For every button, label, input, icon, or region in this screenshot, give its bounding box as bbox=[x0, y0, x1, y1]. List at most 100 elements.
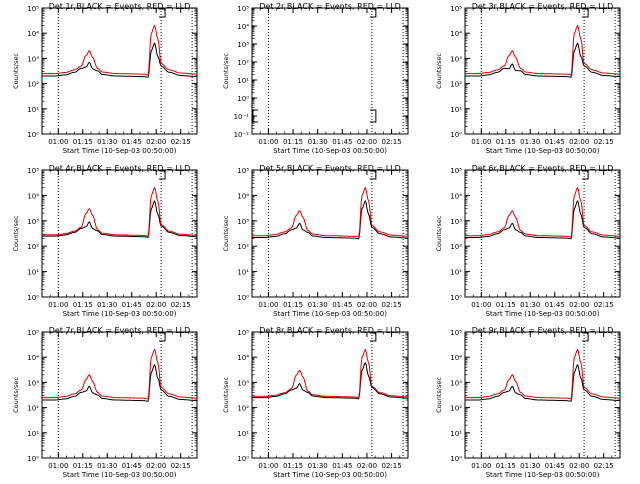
y-tick-label: 10⁻¹ bbox=[234, 113, 250, 121]
plot-frame bbox=[464, 331, 621, 459]
y-tick-label: 10² bbox=[450, 405, 462, 413]
x-tick-label: 02:15 bbox=[381, 301, 401, 309]
y-tick-label: 10⁰ bbox=[27, 455, 39, 463]
x-tick-label: 01:45 bbox=[122, 462, 142, 470]
x-axis-label: Start Time (10-Sep-03 00:50:00) bbox=[63, 471, 177, 479]
plot-frame bbox=[464, 7, 621, 135]
y-tick-label: 10⁵ bbox=[450, 167, 462, 175]
y-tick-label: 10⁵ bbox=[27, 167, 39, 175]
bracket-marker bbox=[582, 332, 589, 342]
y-tick-label: 10⁴ bbox=[450, 192, 462, 200]
y-axis-label: Counts/sec bbox=[435, 53, 443, 89]
y-tick-label: 10⁰ bbox=[27, 131, 39, 139]
y-tick-label: 10⁵ bbox=[237, 167, 249, 175]
y-tick-label: 10⁴ bbox=[237, 354, 249, 362]
y-tick-label: 10⁰ bbox=[237, 294, 249, 302]
x-tick-label: 01:00 bbox=[258, 138, 278, 146]
x-tick-label: 02:15 bbox=[594, 138, 614, 146]
x-tick-label: 01:45 bbox=[332, 138, 352, 146]
x-tick-label: 01:15 bbox=[496, 301, 516, 309]
y-tick-label: 10³ bbox=[237, 41, 249, 49]
y-tick-label: 10³ bbox=[450, 55, 462, 63]
y-tick-label: 10² bbox=[27, 405, 39, 413]
x-tick-label: 02:15 bbox=[171, 301, 191, 309]
x-tick-label: 01:15 bbox=[73, 301, 93, 309]
y-tick-label: 10⁵ bbox=[450, 329, 462, 337]
y-tick-label: 10⁴ bbox=[237, 23, 249, 31]
bracket-marker bbox=[369, 332, 377, 342]
lld-series-line bbox=[42, 24, 197, 76]
y-tick-label: 10² bbox=[27, 243, 39, 251]
plot-frame bbox=[41, 169, 198, 298]
y-tick-label: 10⁰ bbox=[450, 131, 462, 139]
bracket-marker bbox=[252, 109, 258, 123]
events-series-line bbox=[42, 199, 197, 238]
y-tick-label: 10³ bbox=[450, 379, 462, 387]
y-axis-label: Counts/sec bbox=[12, 53, 20, 89]
y-tick-label: 10³ bbox=[237, 379, 249, 387]
y-tick-label: 10³ bbox=[450, 218, 462, 226]
y-tick-label: 10¹ bbox=[450, 269, 462, 277]
x-tick-label: 01:15 bbox=[496, 462, 516, 470]
lld-series-line bbox=[252, 186, 408, 238]
x-tick-label: 02:00 bbox=[569, 138, 589, 146]
x-tick-label: 02:00 bbox=[146, 138, 166, 146]
y-tick-label: 10⁵ bbox=[450, 5, 462, 13]
y-axis-label: Counts/sec bbox=[222, 53, 230, 89]
y-tick-label: 10⁰ bbox=[450, 294, 462, 302]
bracket-marker bbox=[582, 8, 589, 18]
y-axis-label: Counts/sec bbox=[435, 377, 443, 413]
events-series-line bbox=[465, 42, 620, 78]
x-tick-label: 01:15 bbox=[283, 462, 303, 470]
x-axis-label: Start Time (10-Sep-03 00:50:00) bbox=[273, 471, 387, 479]
plot-frame bbox=[251, 331, 409, 459]
events-series-line bbox=[465, 363, 620, 402]
x-tick-label: 01:45 bbox=[122, 138, 142, 146]
y-tick-label: 10¹ bbox=[450, 106, 462, 114]
x-axis-label: Start Time (10-Sep-03 00:50:00) bbox=[486, 147, 600, 155]
panel-5: Det 5r BLACK = Events, RED = LLD Counts/s… bbox=[222, 164, 409, 318]
plot-frame bbox=[251, 169, 409, 298]
x-tick-label: 01:30 bbox=[308, 462, 328, 470]
bracket-marker bbox=[582, 170, 589, 180]
y-tick-label: 10⁵ bbox=[27, 5, 39, 13]
bracket-marker bbox=[369, 8, 377, 18]
y-axis-label: Counts/sec bbox=[435, 215, 443, 251]
panel-7: Det 7r BLACK = Events, RED = LLD Counts/s… bbox=[12, 326, 198, 479]
events-series-line bbox=[42, 363, 197, 402]
events-series-line bbox=[42, 42, 197, 78]
y-axis-label: Counts/sec bbox=[222, 377, 230, 413]
panel-title: Det 8r BLACK = Events, RED = LLD bbox=[259, 326, 401, 335]
plot-frame bbox=[41, 7, 198, 135]
y-tick-label: 10² bbox=[450, 243, 462, 251]
x-tick-label: 01:30 bbox=[520, 138, 540, 146]
y-tick-label: 10² bbox=[237, 243, 249, 251]
bracket-marker bbox=[159, 170, 166, 180]
x-tick-label: 01:30 bbox=[97, 462, 117, 470]
y-tick-label: 10⁴ bbox=[450, 30, 462, 38]
x-tick-label: 01:00 bbox=[471, 138, 491, 146]
events-series-line bbox=[465, 199, 620, 240]
x-tick-label: 01:15 bbox=[73, 462, 93, 470]
bracket-marker bbox=[159, 332, 166, 342]
x-tick-label: 02:15 bbox=[381, 462, 401, 470]
x-tick-label: 02:15 bbox=[594, 462, 614, 470]
x-axis-label: Start Time (10-Sep-03 00:50:00) bbox=[63, 147, 177, 155]
lld-series-line bbox=[252, 348, 408, 399]
y-tick-label: 10¹ bbox=[27, 106, 39, 114]
y-tick-label: 10⁰ bbox=[237, 455, 249, 463]
x-tick-label: 02:00 bbox=[146, 462, 166, 470]
panel-3: Det 3r BLACK = Events, RED = LLD Counts/s… bbox=[435, 2, 621, 155]
y-tick-label: 10³ bbox=[237, 218, 249, 226]
plot-frame bbox=[41, 331, 198, 459]
panel-1: Det 1r BLACK = Events, RED = LLD Counts/s… bbox=[12, 2, 198, 155]
events-series-line bbox=[252, 361, 408, 400]
x-tick-label: 02:00 bbox=[357, 301, 377, 309]
x-tick-label: 01:30 bbox=[520, 301, 540, 309]
panel-title: Det 3r BLACK = Events, RED = LLD bbox=[472, 2, 614, 11]
bracket-marker bbox=[369, 170, 377, 180]
x-tick-label: 01:30 bbox=[97, 301, 117, 309]
x-tick-label: 01:45 bbox=[545, 462, 565, 470]
